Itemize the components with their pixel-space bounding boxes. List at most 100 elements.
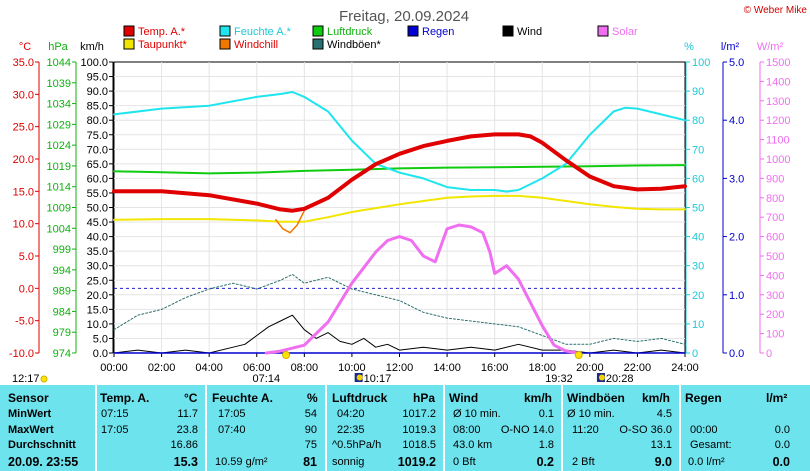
rain-tick-label: 1.0: [729, 290, 744, 302]
temp-max-time: 17:05: [101, 424, 129, 436]
column-separator: [561, 385, 563, 471]
pressure-current-value: 1019.2: [397, 455, 436, 469]
humidity-tick-label: 20: [692, 290, 704, 302]
humidity-absolute: 10.59 g/m²: [215, 456, 268, 468]
temp-avg-value: 16.86: [170, 439, 198, 451]
legend-label: Windböen*: [327, 39, 382, 51]
wind-tick-label: 5.0: [93, 333, 108, 345]
rain-header: Regen: [685, 391, 722, 405]
legend-label: Regen: [422, 26, 454, 38]
solar-tick-label: 0: [766, 348, 772, 360]
pressure-tick-label: 1039: [47, 78, 71, 90]
column-separator: [205, 385, 207, 471]
legend-swatch: [597, 25, 609, 37]
gust-max-time: 11:20: [572, 424, 599, 436]
windchill-line: [275, 209, 306, 234]
pressure-tick-label: 974: [53, 348, 71, 360]
rain-max-time: 00:00: [690, 424, 718, 436]
sunset-time: 19:32: [545, 373, 573, 385]
rain-tick-label: 5.0: [729, 57, 744, 69]
moonrise-time: 20:28: [606, 373, 634, 385]
wind-tick-label: 75.0: [87, 130, 108, 142]
pressure-min-value: 1017.2: [402, 408, 436, 420]
legend-swatch: [219, 25, 231, 37]
wind-tick-label: 45.0: [87, 217, 108, 229]
pressure-tick-label: 1024: [47, 140, 71, 152]
gust-avg-value: 13.1: [650, 439, 672, 451]
wind-tick-label: 65.0: [87, 159, 108, 171]
wind-tick-label: 20.0: [87, 290, 108, 302]
temp-tick-label: 25.0: [13, 122, 34, 134]
humidity-tick-label: 30: [692, 261, 704, 273]
pressure-tick-label: 989: [53, 286, 71, 298]
wind-tick-label: 90.0: [87, 86, 108, 98]
pressure-tick-label: 979: [53, 327, 71, 339]
pressure-tick-label: 1044: [47, 57, 71, 69]
pressure-tick-label: 1009: [47, 203, 71, 215]
temperature-line: [112, 132, 687, 213]
wind-avg-value: 1.8: [538, 439, 554, 451]
temp-tick-label: 0.0: [19, 283, 34, 295]
column-separator: [679, 385, 681, 471]
solar-tick-label: 1000: [766, 154, 790, 166]
wind-tick-label: 55.0: [87, 188, 108, 200]
x-tick-label: 14:00: [433, 362, 461, 374]
moonrise-icon: [598, 374, 605, 381]
wind-avg10-value: 0.1: [538, 408, 554, 420]
humidity-max-value: 90: [304, 424, 317, 436]
humidity-tick-label: 100: [692, 57, 710, 69]
legend-swatch: [312, 25, 324, 37]
sensor-header: Sensor: [8, 391, 49, 405]
wind-axis-label: km/h: [80, 41, 104, 53]
wind-tick-label: 30.0: [87, 261, 108, 273]
humidity-tick-label: 80: [692, 115, 704, 127]
maxwert-label: MaxWert: [8, 424, 54, 436]
rain-tick-label: 3.0: [729, 173, 744, 185]
legend-swatch: [502, 25, 514, 37]
rain-axis-label: l/m²: [721, 41, 740, 53]
wind-max-time: 08:00: [453, 424, 481, 436]
wind-tick-label: 50.0: [87, 203, 108, 215]
pressure-max-value: 1019.3: [402, 424, 436, 436]
wind-header: Wind: [449, 391, 479, 405]
rain-rate: 0.0 l/m²: [688, 456, 725, 468]
wind-tick-label: 25.0: [87, 275, 108, 287]
column-separator: [325, 385, 327, 471]
legend-label: Taupunkt*: [138, 39, 188, 51]
legend-swatch: [312, 38, 324, 50]
temp-max-value: 23.8: [176, 424, 198, 436]
x-tick-label: 20:00: [576, 362, 604, 374]
wind-tick-label: 10.0: [87, 319, 108, 331]
humidity-tick-label: 60: [692, 173, 704, 185]
x-tick-label: 24:00: [671, 362, 699, 374]
solar-tick-label: 500: [766, 251, 784, 263]
humidity-min-time: 17:05: [218, 408, 246, 420]
axis-headers: °C hPa km/h% l/m² W/m²: [19, 41, 784, 53]
wind-tick-label: 60.0: [87, 173, 108, 185]
wind-tick-label: 35.0: [87, 246, 108, 258]
solar-tick-label: 200: [766, 309, 784, 321]
pressure-tick-label: 1019: [47, 161, 71, 173]
humidity-line: [113, 91, 686, 193]
x-tick-label: 22:00: [624, 362, 652, 374]
pressure-tick-label: 1014: [47, 182, 71, 194]
solar-tick-label: 800: [766, 193, 784, 205]
moon-time-left: 12:17: [12, 373, 40, 385]
gust-avg10-label: Ø 10 min.: [567, 408, 615, 420]
humidity-axis-label: %: [684, 41, 694, 53]
pressure-tick-label: 1034: [47, 99, 71, 111]
humidity-tick-label: 40: [692, 232, 704, 244]
pressure-min-time: 04:20: [337, 408, 365, 420]
moon-phase-icon: [40, 375, 48, 383]
legend-label: Windchill: [234, 39, 278, 51]
humidity-header: Feuchte A.: [212, 391, 273, 405]
legend-swatch: [407, 25, 419, 37]
wind-current-value: 0.2: [536, 455, 554, 469]
x-tick-label: 12:00: [386, 362, 414, 374]
axis-ticks: 35.0 30.0 25.0 20.0 15.0 10.0 5.0 0.0 -5.0 -10.0 1…: [9, 57, 791, 374]
rain-tick-label: 4.0: [729, 115, 744, 127]
temp-axis-label: °C: [19, 41, 31, 53]
pressure-max-time: 22:35: [337, 424, 365, 436]
pressure-unit: hPa: [413, 391, 436, 405]
solar-line: [264, 223, 580, 355]
